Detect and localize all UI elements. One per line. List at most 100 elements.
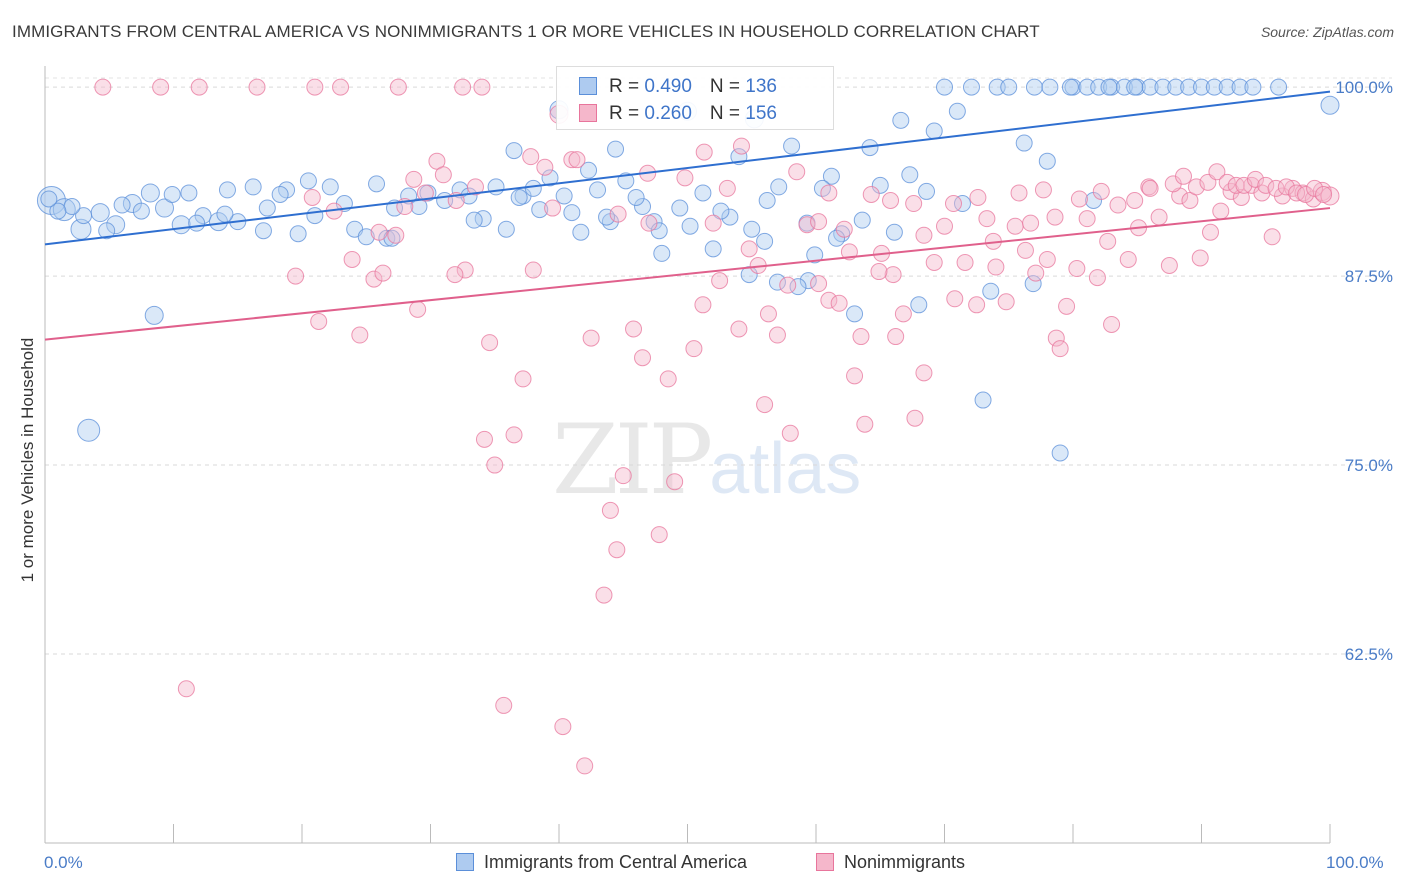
legend-swatch-blue (579, 77, 597, 95)
immigrants-point (671, 199, 689, 217)
immigrants-point (555, 187, 573, 205)
immigrants-point (758, 192, 776, 209)
nonimmigrants-point (1078, 210, 1096, 228)
immigrants-point (1024, 275, 1042, 293)
nonimmigrants-point (1208, 163, 1226, 181)
nonimmigrants-point (495, 696, 513, 714)
series-legend: Immigrants from Central America Nonimmig… (0, 852, 1406, 876)
nonimmigrants-point (481, 334, 499, 352)
immigrants-point (258, 199, 276, 217)
immigrants-point (163, 185, 181, 203)
immigrants-point (962, 78, 980, 96)
immigrants-point (743, 220, 761, 238)
immigrants-point (357, 228, 375, 246)
nonimmigrants-point (884, 266, 902, 284)
immigrants-point (460, 187, 478, 205)
nonimmigrants-point (614, 467, 632, 485)
immigrants-point (1078, 78, 1096, 96)
immigrants-point (1015, 134, 1033, 152)
nonimmigrants-point (434, 166, 452, 184)
nonimmigrants-point (554, 718, 572, 736)
nonimmigrants-point (1315, 185, 1333, 203)
legend-swatch-pink (816, 853, 834, 871)
nonimmigrants-point (1010, 184, 1028, 202)
correlation-legend: R = 0.490 N = 136 R = 0.260 N = 156 (556, 66, 834, 130)
immigrants-point (497, 220, 515, 238)
immigrants-point (607, 140, 625, 158)
nonimmigrants-point (343, 250, 361, 268)
nonimmigrants-point (365, 270, 383, 288)
immigrants-trend-line (44, 90, 1331, 246)
nonimmigrants-point (666, 473, 684, 491)
nonimmigrants-point (1277, 178, 1295, 196)
nonimmigrants-point (303, 188, 321, 206)
nonimmigrants-point (473, 78, 491, 96)
legend-r-label: R = (609, 103, 645, 124)
immigrants-point (188, 214, 206, 232)
nonimmigrants-point (475, 430, 493, 448)
immigrants-point (871, 176, 889, 194)
nonimmigrants-point (177, 680, 195, 698)
immigrants-point (580, 161, 598, 179)
nonimmigrants-point (536, 158, 554, 176)
immigrants-point (1051, 444, 1069, 462)
immigrants-point (106, 215, 126, 235)
nonimmigrants-point (944, 195, 962, 213)
nonimmigrants-point (544, 199, 562, 217)
nonimmigrants-point (1058, 297, 1076, 315)
nonimmigrants-point (676, 169, 694, 187)
immigrants-point (1154, 78, 1172, 96)
immigrants-point (155, 198, 175, 218)
nonimmigrants-point (768, 326, 786, 344)
nonimmigrants-point (1191, 249, 1209, 267)
immigrants-point (244, 178, 262, 196)
nonimmigrants-point (759, 305, 777, 323)
nonimmigrants-point (190, 78, 208, 96)
nonimmigrants-point (405, 170, 423, 188)
nonimmigrants-point (306, 78, 324, 96)
immigrants-point (299, 172, 317, 190)
y-tick-label: 75.0% (1345, 456, 1393, 475)
nonimmigrants-point (946, 290, 964, 308)
nonimmigrants-point (781, 424, 799, 442)
immigrants-point (846, 305, 864, 323)
nonimmigrants-point (1160, 257, 1178, 275)
nonimmigrants-point (568, 151, 586, 169)
immigrants-point (524, 179, 542, 197)
immigrants-point (474, 210, 492, 228)
y-tick-label: 87.5% (1345, 267, 1393, 286)
immigrants-point (171, 215, 191, 235)
nonimmigrants-point (969, 188, 987, 206)
nonimmigrants-point (486, 456, 504, 474)
immigrants-point (132, 202, 150, 220)
legend-n-label: N = (709, 76, 746, 97)
immigrants-point (892, 111, 910, 129)
nonimmigrants-point (370, 223, 388, 241)
nonimmigrants-point (524, 261, 542, 279)
nonimmigrants-point (1103, 315, 1121, 333)
immigrants-point (531, 201, 549, 219)
immigrants-point (1115, 78, 1133, 96)
immigrants-point (306, 207, 324, 225)
nonimmigrants-point (820, 184, 838, 202)
legend-r-label: R = (609, 76, 645, 97)
immigrants-point (541, 169, 559, 187)
x-tick-label-max: 100.0% (1326, 853, 1384, 872)
nonimmigrants-point (1150, 208, 1168, 226)
immigrants-point (953, 195, 971, 213)
immigrants-point (910, 296, 928, 314)
nonimmigrants-point (650, 526, 668, 544)
nonimmigrants-point (1141, 179, 1159, 197)
nonimmigrants-point (1212, 202, 1230, 220)
nonimmigrants-point (997, 293, 1015, 311)
immigrants-point (822, 167, 840, 185)
nonimmigrants-point (956, 253, 974, 271)
nonimmigrants-point (1246, 170, 1264, 188)
immigrants-point (368, 175, 386, 193)
immigrants-point (756, 232, 774, 250)
nonimmigrants-point (659, 370, 677, 388)
immigrants-point (901, 166, 919, 184)
series-immigrants-points (36, 78, 1340, 462)
nonimmigrants-point (730, 320, 748, 338)
immigrants-point (1025, 78, 1043, 96)
